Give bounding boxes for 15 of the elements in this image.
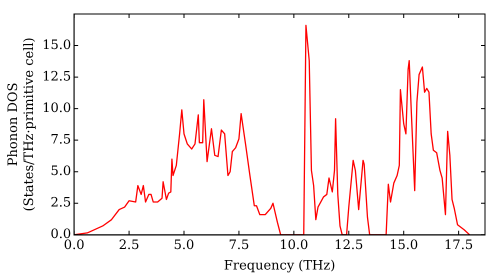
x-tick-label: 15.0 bbox=[389, 238, 418, 253]
y-axis-title: Phonon DOS (States/THz·primitive cell) bbox=[6, 37, 37, 212]
x-axis-title: Frequency (THz) bbox=[224, 258, 336, 274]
y-tick-label: 12.5 bbox=[42, 69, 72, 84]
y-tick-label: 2.5 bbox=[50, 196, 72, 211]
x-tick-label: 2.5 bbox=[118, 238, 140, 253]
y-tick-label: 10.0 bbox=[42, 101, 72, 116]
x-tick-label: 10.0 bbox=[279, 238, 308, 253]
y-tick-label: 15.0 bbox=[42, 38, 72, 53]
y-tick-label: 7.5 bbox=[50, 132, 72, 148]
x-tick-label: 17.5 bbox=[444, 238, 474, 253]
y-tick-label: 5.0 bbox=[50, 164, 72, 180]
x-tick-label: 5.0 bbox=[174, 238, 194, 253]
x-tick-label: 7.5 bbox=[228, 238, 250, 253]
x-tick-label: 12.5 bbox=[334, 238, 364, 253]
